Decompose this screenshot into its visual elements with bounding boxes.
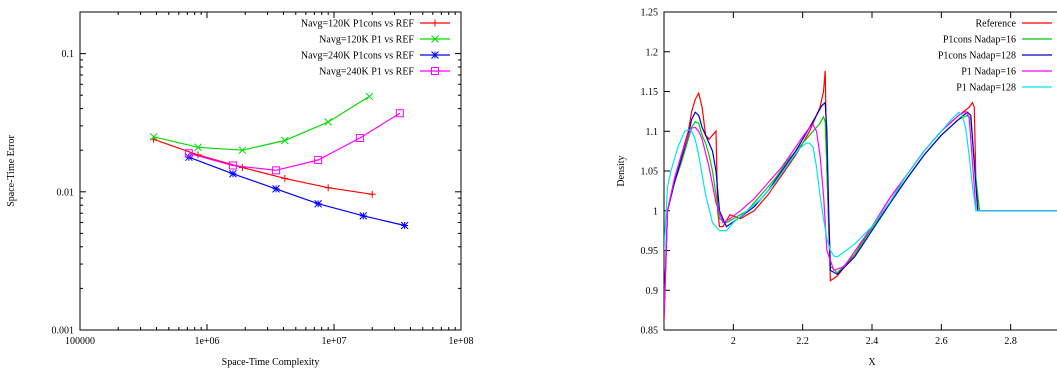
data-point-navg-240k-p1-vs-ref — [314, 155, 323, 164]
data-point-navg-120k-p1cons-vs-ref — [368, 190, 376, 198]
x-tick-label: 2.2 — [796, 336, 809, 347]
data-point-navg-120k-p1cons-vs-ref — [238, 163, 246, 171]
data-point-navg-240k-p1cons-vs-ref — [400, 221, 409, 230]
axes: 100000 1e+06 1e+07 1e+08 0.001 0.01 0.1 — [52, 11, 474, 347]
y-tick-label: 0.9 — [646, 286, 659, 297]
y-axis-label: Space-Time Error — [6, 135, 17, 207]
y-tick-label: 0.1 — [62, 49, 75, 60]
legend-label: P1 Nadap=128 — [956, 83, 1016, 94]
data-point-navg-120k-p1-vs-ref — [280, 136, 289, 145]
data-point-navg-120k-p1-vs-ref — [238, 146, 247, 155]
error-vs-complexity-chart: 100000 1e+06 1e+07 1e+08 0.001 0.01 0.1 Space-T… — [6, 11, 474, 368]
x-tick-label: 2.6 — [935, 336, 948, 347]
legend-label: P1 Nadap=16 — [961, 67, 1016, 78]
x-tick-label: 2.4 — [866, 336, 879, 347]
series-p1-nadap-128 — [664, 111, 1057, 258]
series-line-p1-nadap-16 — [664, 110, 1057, 315]
x-tick-label: 2.8 — [1004, 336, 1017, 347]
legend-label: Navg=240K P1cons vs REF — [301, 51, 415, 62]
data-point-navg-240k-p1-vs-ref — [395, 109, 404, 118]
legend: Reference P1cons Nadap=16 P1cons Nadap=128… — [938, 19, 1052, 94]
x-tick-label: 1e+08 — [448, 336, 473, 347]
series-line-p1-nadap-128 — [664, 111, 1057, 258]
y-tick-label: 1.15 — [641, 87, 659, 98]
axes: 2 2.2 2.4 2.6 2.8 0.85 0.9 0.95 1 1.05 1.1 1.15 1.2 1… — [641, 8, 1057, 347]
data-point-navg-240k-p1-vs-ref — [228, 161, 237, 170]
series-navg-120k-p1-vs-ref — [149, 92, 374, 155]
series-p1-nadap-16 — [664, 110, 1057, 315]
x-tick-label: 1e+06 — [194, 336, 219, 347]
legend-label: Navg=120K P1 vs REF — [319, 35, 414, 46]
y-tick-label: 0.95 — [641, 246, 659, 257]
series-p1cons-nadap-128 — [664, 101, 1057, 315]
data-point-navg-240k-p1cons-vs-ref — [359, 211, 368, 220]
series-line-navg-120k-p1cons-vs-ref — [153, 138, 373, 195]
legend-label: Navg=240K P1 vs REF — [319, 67, 414, 78]
legend-label: P1cons Nadap=16 — [943, 35, 1016, 46]
data-point-navg-120k-p1-vs-ref — [194, 143, 202, 152]
legend-marker-navg-240k-p1cons-vs-ref — [431, 51, 439, 59]
x-axis-label: Space-Time Complexity — [222, 357, 320, 368]
plot-frame — [79, 11, 462, 331]
series-navg-120k-p1cons-vs-ref — [150, 135, 376, 198]
legend-marker-navg-120k-p1-vs-ref — [431, 35, 439, 43]
legend-marker-navg-120k-p1cons-vs-ref — [431, 19, 439, 27]
y-tick-label: 1.2 — [646, 47, 659, 58]
data-point-navg-120k-p1cons-vs-ref — [281, 174, 289, 182]
series-line-navg-240k-p1cons-vs-ref — [188, 156, 405, 227]
legend-label: Navg=120K P1cons vs REF — [301, 19, 415, 30]
plot-frame — [663, 11, 1057, 331]
y-tick-label: 0.85 — [641, 326, 659, 337]
data-point-navg-240k-p1cons-vs-ref — [314, 199, 322, 208]
x-axis-label: X — [868, 357, 876, 368]
series-line-p1cons-nadap-128 — [664, 101, 1057, 315]
y-tick-label: 1 — [653, 206, 658, 217]
data-point-navg-120k-p1-vs-ref — [149, 132, 158, 141]
series-line-p1cons-nadap-16 — [664, 114, 1057, 315]
y-tick-label: 1.1 — [646, 127, 659, 138]
x-tick-label: 2 — [731, 336, 736, 347]
series-p1cons-nadap-16 — [664, 114, 1057, 315]
data-point-navg-240k-p1-vs-ref — [272, 166, 281, 175]
y-tick-label: 1.25 — [641, 8, 659, 19]
x-tick-label: 1e+07 — [321, 336, 346, 347]
data-point-navg-240k-p1-vs-ref — [184, 149, 193, 158]
data-point-navg-240k-p1cons-vs-ref — [272, 185, 280, 193]
series-navg-240k-p1-vs-ref — [184, 109, 404, 175]
legend-label: P1cons Nadap=128 — [938, 51, 1016, 62]
data-point-navg-240k-p1-vs-ref — [355, 134, 364, 143]
series-reference — [664, 70, 1057, 323]
y-tick-label: 1.05 — [641, 167, 659, 178]
series-line-navg-120k-p1-vs-ref — [153, 95, 370, 151]
data-point-navg-240k-p1cons-vs-ref — [229, 169, 237, 178]
data-point-navg-120k-p1-vs-ref — [324, 118, 333, 126]
legend: Navg=120K P1cons vs REF Navg=120K P1 vs R… — [301, 19, 450, 78]
data-point-navg-120k-p1cons-vs-ref — [324, 184, 332, 192]
series-line-navg-240k-p1-vs-ref — [188, 112, 401, 171]
data-point-navg-120k-p1-vs-ref — [365, 92, 374, 101]
series-line-reference — [664, 70, 1057, 323]
legend-marker-navg-240k-p1-vs-ref — [431, 67, 439, 75]
y-axis-label: Density — [616, 155, 627, 186]
y-tick-label: 0.01 — [57, 187, 75, 198]
x-tick-label: 100000 — [65, 336, 95, 347]
legend-label: Reference — [975, 19, 1016, 30]
y-tick-label: 0.001 — [52, 326, 75, 337]
